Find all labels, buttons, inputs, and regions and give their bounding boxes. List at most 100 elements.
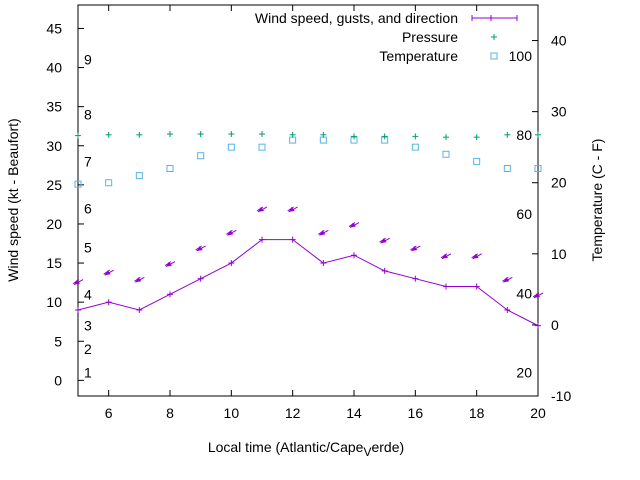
beaufort-label: 4 [84, 286, 92, 302]
pressure-point [320, 131, 327, 138]
wind-direction-arrow [72, 279, 84, 286]
pressure-point [167, 131, 173, 138]
wind-speed-point [289, 236, 296, 243]
fahrenheit-label: 80 [516, 127, 532, 143]
legend-marker [490, 52, 498, 60]
y2-axis-label: Temperature (C - F) [589, 139, 605, 262]
legend-label: Wind speed, gusts, and direction [255, 10, 458, 26]
pressure-point [289, 131, 296, 138]
pressure-point [228, 131, 235, 138]
wind-speed-point [105, 299, 112, 306]
beaufort-label: 6 [84, 200, 92, 216]
y2-tick-label: 30 [551, 104, 567, 120]
fahrenheit-label: 100 [509, 48, 533, 64]
pressure-point [197, 131, 204, 138]
y2-axis-ticks: -10 0 10 20 30 40 [532, 33, 571, 404]
pressure-series [75, 131, 541, 141]
arrow-head-h [287, 206, 294, 212]
y-tick-label: 20 [46, 216, 62, 232]
arrow-head-h [226, 229, 233, 235]
arrow-head-h [103, 269, 110, 275]
arrow-head-h [410, 245, 417, 251]
temperature-point [442, 150, 450, 158]
wind-direction-arrow [226, 229, 237, 236]
plot-border [77, 4, 539, 397]
wind-speed-line [77, 239, 539, 327]
arrow-head [288, 206, 295, 212]
y2-tick-label: 20 [551, 175, 567, 191]
beaufort-label: 5 [84, 239, 92, 255]
pressure-point [136, 131, 143, 138]
x-tick-label: 14 [346, 405, 362, 421]
wind-speed-point [197, 275, 204, 282]
y-tick-label: 10 [46, 294, 62, 310]
arrow-head-h [440, 253, 448, 259]
temperature-point [289, 136, 297, 144]
temperature-point [197, 152, 205, 160]
wind-direction-arrow [440, 253, 452, 260]
beaufort-label: 2 [84, 341, 92, 357]
y-axis-ticks: 0 5 10 15 20 25 30 35 40 45 [46, 20, 84, 388]
arrow-head-h [532, 292, 540, 298]
y2-tick-label: 0 [551, 317, 559, 333]
arrow-head [503, 277, 510, 283]
x-tick-label: 6 [105, 405, 113, 421]
beaufort-label: 8 [84, 106, 92, 122]
wind-direction-arrow [348, 222, 360, 228]
arrow-head [319, 230, 326, 236]
legend-label: Temperature [379, 48, 458, 64]
fahrenheit-label: 60 [516, 206, 532, 222]
pressure-point [381, 133, 388, 140]
y-tick-label: 30 [46, 138, 62, 154]
wind-direction-arrow [471, 253, 482, 260]
arrow-head-h [318, 229, 325, 235]
wind-direction-arrow [195, 245, 206, 252]
arrow-head-h [379, 237, 386, 243]
pressure-point [351, 133, 357, 140]
temperature-point [166, 165, 174, 173]
pressure-point [105, 131, 112, 138]
y-axis-label: Wind speed (kt - Beaufort) [5, 118, 21, 281]
wind-speed-point [167, 291, 173, 298]
wind-direction-arrow [502, 276, 513, 283]
arrow-head-h [72, 279, 80, 285]
wind-direction-arrow [532, 292, 544, 299]
fahrenheit-label: 40 [516, 286, 532, 302]
wind-series [75, 236, 541, 329]
arrow-head [258, 206, 264, 212]
arrow-head-h [256, 206, 264, 212]
legend-label: Pressure [402, 29, 458, 45]
y-tick-label: 15 [46, 255, 62, 271]
pressure-point [75, 132, 81, 139]
wind-speed-point [504, 306, 511, 313]
arrow-head-h [502, 276, 509, 282]
pressure-point [259, 131, 265, 138]
arrow-head [380, 238, 387, 244]
wind-direction-arrow [379, 237, 390, 244]
arrow-head-h [195, 245, 202, 251]
arrow-head-h [164, 261, 172, 267]
y-tick-label: 40 [46, 60, 62, 76]
x-tick-label: 20 [530, 405, 546, 421]
temperature-point [534, 165, 542, 173]
temperature-point [74, 180, 82, 188]
beaufort-label: 1 [84, 365, 92, 381]
arrow-head [411, 245, 418, 251]
temperature-point [503, 165, 511, 173]
wind-speed-point [381, 267, 388, 274]
wind-direction-arrow [287, 206, 298, 213]
y-tick-label: 25 [46, 177, 62, 193]
temperature-point [105, 179, 113, 187]
temperature-point [473, 157, 481, 165]
wind-speed-point [136, 306, 143, 313]
wind-speed-point [75, 306, 81, 313]
temperature-point [319, 136, 327, 144]
wind-direction-arrow [134, 276, 145, 283]
x-tick-label: 18 [469, 405, 485, 421]
wind-direction-arrow [410, 245, 421, 252]
x-tick-label: 16 [408, 405, 424, 421]
wind-speed-point [259, 236, 265, 243]
y-tick-label: 35 [46, 99, 62, 115]
y2-tick-label: -10 [551, 388, 571, 404]
